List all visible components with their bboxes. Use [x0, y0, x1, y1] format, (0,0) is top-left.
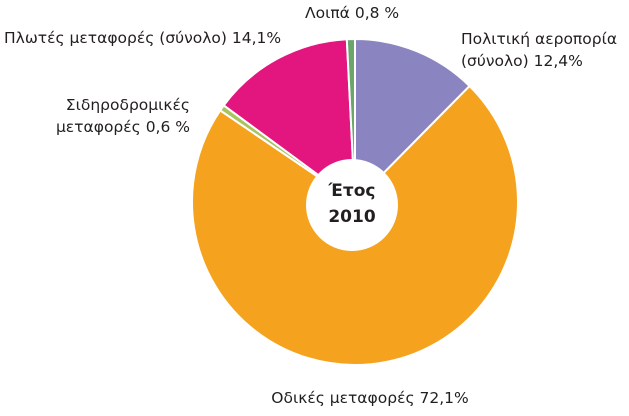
category-label: Πλωτές μεταφορές (σύνολο): [4, 29, 227, 47]
value-label: 14,1%: [231, 29, 282, 47]
value-label: 0,8 %: [354, 4, 400, 22]
category-label: Σιδηροδρομικές μεταφορές: [55, 96, 190, 136]
value-label: 12,4%: [533, 52, 583, 70]
category-label: Πολιτική αεροπορία (σύνολο): [461, 30, 618, 70]
slice-label: Λοιπά 0,8 %: [305, 2, 435, 24]
center-label: Έτος: [328, 181, 376, 201]
slice-label: Πολιτική αεροπορία (σύνολο) 12,4%: [461, 28, 621, 72]
value-label: 72,1%: [419, 389, 469, 407]
pie-slice: [354, 37, 471, 205]
center-hole: [306, 159, 398, 251]
category-label: Λοιπά: [305, 4, 350, 22]
slice-label: Πλωτές μεταφορές (σύνολο) 14,1%: [4, 27, 304, 49]
center-label: 2010: [328, 207, 375, 227]
pie-slice: [222, 38, 357, 205]
slice-label: Σιδηροδρομικές μεταφορές 0,6 %: [40, 94, 190, 138]
category-label: Οδικές μεταφορές: [271, 389, 415, 407]
value-label: 0,6 %: [145, 118, 190, 136]
slice-label: Οδικές μεταφορές 72,1%: [250, 387, 490, 409]
